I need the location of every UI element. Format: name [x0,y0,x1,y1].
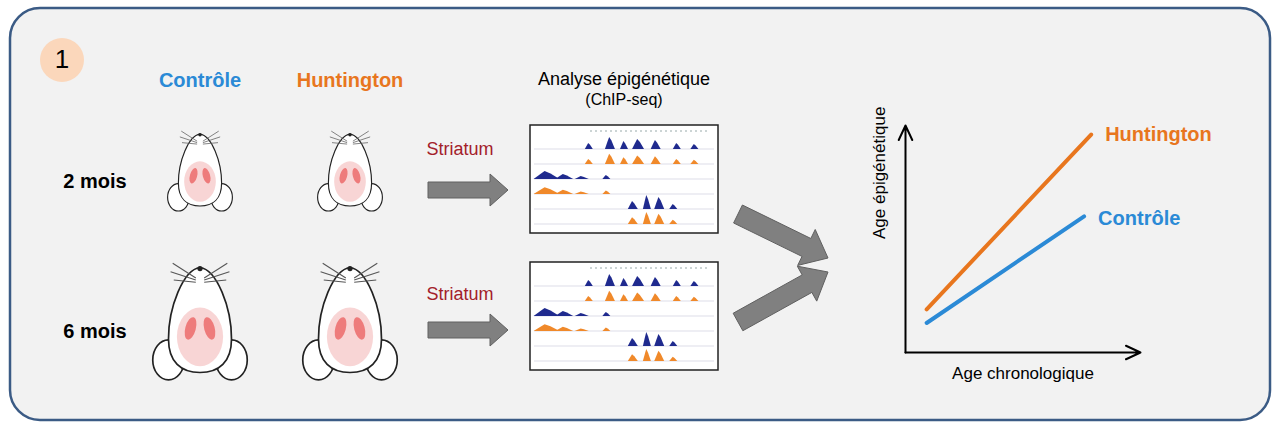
svg-text:Striatum: Striatum [426,284,493,304]
svg-text:2 mois: 2 mois [63,170,126,192]
svg-text:Striatum: Striatum [426,139,493,159]
svg-text:Huntington: Huntington [297,69,404,91]
svg-text:(ChIP-seq): (ChIP-seq) [585,91,662,108]
svg-text:Contrôle: Contrôle [1098,207,1180,229]
svg-text:6 mois: 6 mois [63,320,126,342]
svg-text:Age chronologique: Age chronologique [952,364,1094,383]
svg-text:Age épigénétique: Age épigénétique [870,107,889,239]
svg-text:Analyse épigénétique: Analyse épigénétique [538,69,710,89]
svg-text:Contrôle: Contrôle [159,69,241,91]
svg-text:1: 1 [55,44,69,74]
svg-text:Huntington: Huntington [1105,123,1212,145]
